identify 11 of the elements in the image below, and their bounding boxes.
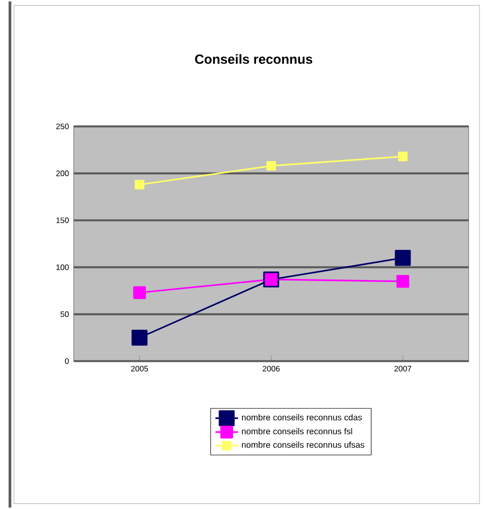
point [394,250,411,266]
chart-title: Conseils reconnus [194,54,312,64]
point [396,274,409,288]
point [131,330,148,346]
legend-label: nombre conseils reconnus ufsas [242,442,364,448]
point [134,180,144,190]
point [132,286,146,299]
legend-label: nombre conseils reconnus cdas [242,414,362,420]
point [398,152,408,162]
legend-label: nombre conseils reconnus fsl [242,428,352,434]
point [266,161,276,171]
